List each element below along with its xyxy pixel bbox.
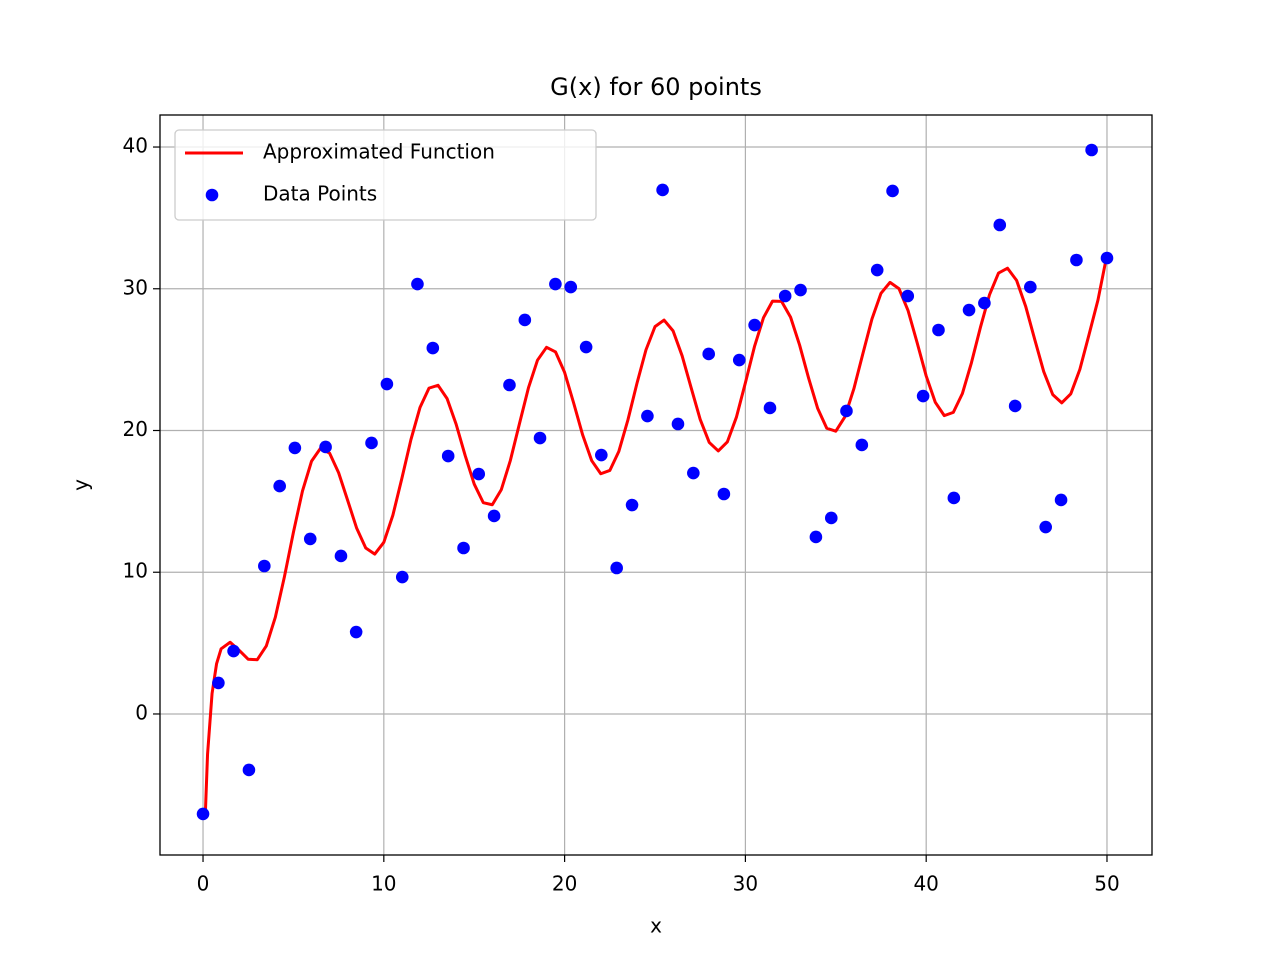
- data-point: [656, 183, 669, 197]
- data-point: [288, 441, 302, 455]
- data-point: [870, 263, 884, 277]
- data-point: [901, 289, 915, 303]
- data-point: [258, 559, 271, 573]
- data-point: [242, 763, 256, 777]
- data-point: [595, 448, 608, 462]
- legend-box: [174, 129, 597, 221]
- data-point: [457, 541, 470, 555]
- data-point: [625, 498, 639, 512]
- x-axis-label: x: [650, 914, 662, 938]
- y-tick-label: 30: [123, 275, 148, 299]
- data-point: [641, 409, 654, 423]
- data-point: [533, 431, 547, 445]
- data-point: [1070, 253, 1083, 267]
- data-point: [778, 289, 792, 303]
- y-tick-label: 20: [123, 417, 148, 441]
- y-tick-label: 10: [123, 559, 148, 583]
- data-point: [196, 807, 210, 821]
- data-point: [1039, 520, 1052, 534]
- data-point: [395, 570, 409, 584]
- data-point: [763, 401, 777, 415]
- y-axis-label: y: [69, 479, 93, 491]
- data-point: [610, 561, 623, 575]
- x-tick-label: 50: [1094, 872, 1119, 896]
- data-point: [824, 511, 838, 525]
- chart-title: G(x) for 60 points: [550, 73, 762, 101]
- x-tick-label: 10: [371, 872, 396, 896]
- data-point: [748, 318, 761, 332]
- data-point: [978, 296, 991, 310]
- data-point: [993, 218, 1007, 232]
- data-point: [518, 313, 532, 327]
- plot-frame: [159, 114, 1153, 856]
- data-point: [349, 625, 363, 639]
- data-point: [840, 404, 853, 418]
- y-tick-label: 0: [135, 700, 148, 724]
- data-point: [365, 436, 378, 450]
- data-point: [227, 644, 240, 658]
- data-point: [1024, 280, 1037, 294]
- legend-marker: [205, 188, 219, 202]
- data-point: [411, 277, 424, 291]
- data-point: [886, 184, 899, 198]
- data-point: [380, 377, 394, 391]
- data-point: [732, 353, 746, 367]
- data-point: [334, 549, 348, 563]
- data-point: [687, 466, 700, 480]
- data-point: [855, 438, 869, 452]
- data-point: [1100, 251, 1114, 265]
- data-point: [1085, 143, 1098, 157]
- data-point: [472, 467, 486, 481]
- y-tick-label: 40: [123, 134, 148, 158]
- x-tick-label: 0: [197, 872, 210, 896]
- data-point: [503, 378, 516, 392]
- data-point: [916, 389, 930, 403]
- data-point: [319, 440, 332, 454]
- data-point: [303, 532, 317, 546]
- data-point: [962, 303, 976, 317]
- data-point: [671, 417, 685, 431]
- legend-label: Approximated Function: [263, 140, 495, 164]
- legend-label: Data Points: [263, 182, 377, 206]
- function-line: [203, 254, 1109, 818]
- data-point: [549, 277, 562, 291]
- data-point: [426, 341, 440, 355]
- x-tick-label: 30: [733, 872, 758, 896]
- data-point: [1054, 493, 1068, 507]
- data-point: [702, 347, 716, 361]
- data-point: [947, 491, 961, 505]
- data-point: [809, 530, 823, 544]
- data-point: [579, 340, 593, 354]
- data-point: [441, 449, 455, 463]
- data-point: [717, 487, 731, 501]
- data-point: [932, 323, 945, 337]
- x-tick-label: 20: [552, 872, 577, 896]
- data-point: [487, 509, 501, 523]
- data-point: [1008, 399, 1022, 413]
- data-point: [273, 479, 286, 493]
- data-point: [212, 676, 225, 690]
- data-point: [794, 283, 807, 297]
- data-point: [564, 280, 578, 294]
- x-tick-label: 40: [913, 872, 938, 896]
